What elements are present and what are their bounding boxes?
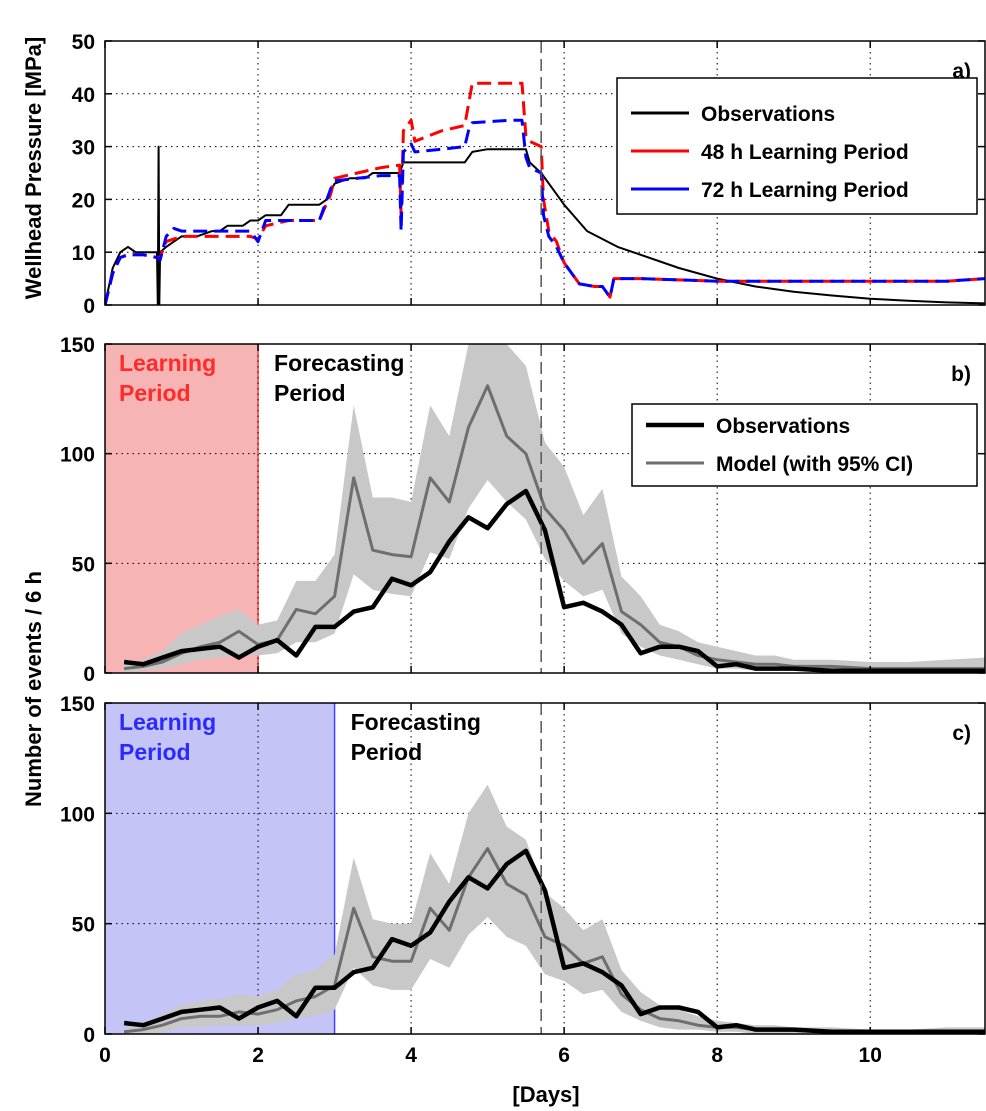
panel-tag: c) (952, 722, 971, 745)
x-tick-label: 4 (405, 1044, 417, 1067)
x-tick-label: 6 (558, 1044, 570, 1067)
legend-box (616, 77, 978, 215)
x-tick-label: 10 (859, 1044, 882, 1067)
learning-period-label: Learning (119, 709, 216, 735)
y-tick-label: 40 (72, 84, 95, 107)
legend-label: Model (with 95% CI) (716, 453, 913, 476)
learning-period-label: Period (119, 380, 191, 406)
plot-area-a (105, 81, 985, 305)
y-tick-label: 10 (72, 242, 95, 265)
plot-area-c (123, 784, 985, 1034)
y-tick-label: 100 (60, 444, 95, 467)
axes-frame (104, 702, 986, 1035)
series-line (105, 118, 985, 305)
legend-label: 72 h Learning Period (701, 179, 909, 202)
y-axis-label-events: Number of events / 6 h (21, 571, 46, 807)
forecasting-period-label: Period (351, 739, 423, 765)
forecasting-period-label: Period (274, 380, 346, 406)
y-tick-label: 0 (83, 663, 95, 686)
legend-b: Observations Model (with 95% CI) (631, 403, 978, 487)
y-tick-label: 30 (72, 137, 95, 160)
forecasting-period-label: Forecasting (351, 709, 481, 735)
series-line (123, 848, 985, 1034)
panel-c: Learning Period Forecasting Period 0 50 100 150… (60, 693, 986, 1047)
ci-band (124, 344, 985, 673)
panel-tag: b) (951, 363, 971, 386)
y-axis-label: Wellhead Pressure [MPa] (21, 37, 46, 299)
y-tick-label: 100 (60, 803, 95, 826)
y-tick-label: 50 (72, 553, 95, 576)
y-tick-label: 20 (72, 189, 95, 212)
forecasting-period-label: Forecasting (274, 350, 404, 376)
y-tick-label: 0 (83, 295, 95, 318)
legend-label: 48 h Learning Period (701, 141, 909, 164)
learning-period-label: Learning (119, 350, 216, 376)
y-tick-label: 150 (60, 334, 95, 357)
axes-frame (104, 343, 986, 674)
legend-label: Observations (701, 103, 835, 126)
series-line (123, 384, 985, 671)
x-tick-label: 2 (252, 1044, 264, 1067)
legend-a: Observations 48 h Learning Period 72 h Lea… (616, 77, 978, 215)
x-axis-label: [Days] (512, 1082, 579, 1107)
y-tick-label: 150 (60, 693, 95, 716)
axes-frame (104, 40, 986, 306)
panel-b: Learning Period Forecasting Period 0 50 100 150… (60, 334, 986, 686)
y-tick-label: 50 (72, 914, 95, 937)
legend-label: Observations (716, 415, 850, 438)
learning-period-label: Period (119, 739, 191, 765)
x-tick-label: 8 (711, 1044, 723, 1067)
plot-area-b (123, 344, 985, 673)
y-tick-label: 50 (72, 31, 95, 54)
x-tick-label: 0 (99, 1044, 111, 1067)
series-line (123, 488, 985, 673)
legend-box (631, 403, 978, 487)
y-tick-label: 0 (83, 1024, 95, 1047)
